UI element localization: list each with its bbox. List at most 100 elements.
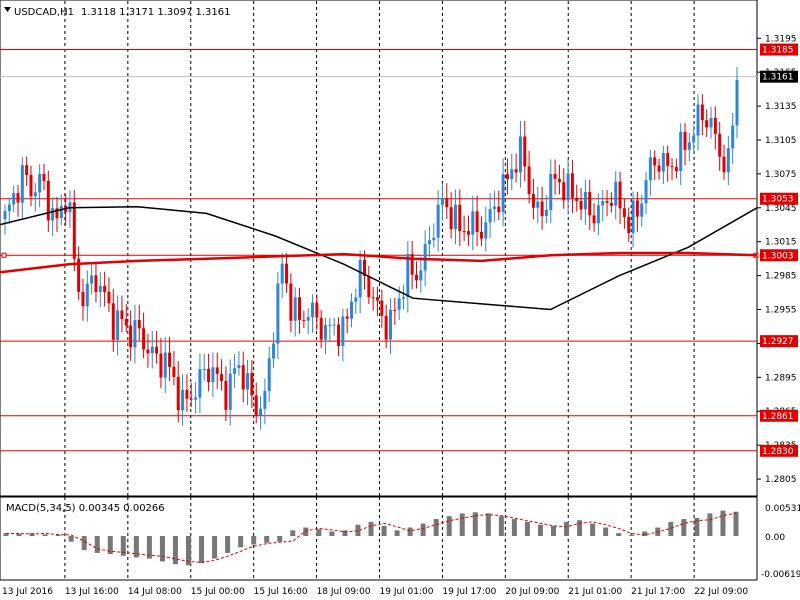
candle-body bbox=[731, 125, 735, 149]
candle-body bbox=[116, 310, 120, 340]
candle-body bbox=[562, 182, 566, 201]
candle-body bbox=[12, 193, 16, 205]
macd-bar bbox=[3, 533, 9, 536]
candle-body bbox=[700, 104, 704, 121]
candle-body bbox=[215, 367, 219, 374]
price-tag-bg bbox=[760, 444, 798, 457]
x-tick-label: 19 Jul 01:00 bbox=[380, 587, 434, 597]
candle-body bbox=[492, 206, 496, 210]
candle-body bbox=[575, 197, 579, 202]
candle-body bbox=[523, 136, 527, 167]
x-tick-label: 15 Jul 16:00 bbox=[254, 587, 308, 597]
candle-body bbox=[661, 152, 665, 172]
candle-body bbox=[393, 309, 397, 311]
candle-body bbox=[371, 297, 375, 299]
macd-bar bbox=[290, 530, 296, 536]
candle-body bbox=[332, 324, 336, 326]
macd-bar bbox=[433, 519, 439, 536]
candle-body bbox=[462, 231, 466, 233]
candle-body bbox=[440, 198, 444, 205]
candle-body bbox=[722, 156, 726, 173]
macd-bar bbox=[172, 536, 178, 565]
price-tag-bg bbox=[760, 70, 798, 83]
y-tick-label: 1.3075 bbox=[765, 170, 797, 180]
candle-body bbox=[207, 369, 211, 383]
x-tick-label: 21 Jul 01:00 bbox=[568, 587, 622, 597]
macd-bar bbox=[420, 523, 426, 536]
candle-body bbox=[81, 291, 85, 307]
y-tick-label: 1.3105 bbox=[765, 136, 797, 146]
candle-body bbox=[566, 173, 570, 201]
candle-body bbox=[471, 211, 475, 235]
candle-body bbox=[674, 166, 678, 172]
candle-body bbox=[202, 369, 206, 371]
candle-body bbox=[46, 180, 50, 221]
candle-body bbox=[306, 316, 310, 321]
candle-body bbox=[531, 194, 535, 208]
candle-body bbox=[384, 315, 388, 340]
candle-body bbox=[38, 173, 42, 193]
macd-bar bbox=[720, 510, 726, 536]
candle-body bbox=[120, 310, 124, 320]
candle-body bbox=[111, 303, 115, 340]
macd-bar bbox=[485, 513, 491, 536]
candle-body bbox=[427, 240, 431, 245]
vertical-grid bbox=[64, 1, 695, 580]
candle-body bbox=[640, 203, 644, 217]
x-tick-label: 19 Jul 17:00 bbox=[442, 587, 496, 597]
candle-body bbox=[579, 201, 583, 210]
candle-body bbox=[648, 157, 652, 181]
candle-body bbox=[514, 169, 518, 173]
y-tick-label: 1.3015 bbox=[765, 238, 797, 248]
candle-body bbox=[614, 181, 618, 206]
macd-bar bbox=[186, 536, 191, 566]
candle-body bbox=[696, 104, 700, 136]
candle-body bbox=[29, 174, 33, 197]
candle-body bbox=[692, 135, 696, 143]
candle-body bbox=[302, 319, 306, 321]
y-tick-label: 1.3135 bbox=[765, 102, 797, 112]
candle-body bbox=[267, 358, 271, 391]
triangle-down-icon[interactable] bbox=[4, 7, 11, 12]
candle-body bbox=[540, 201, 544, 217]
candle-body bbox=[401, 296, 405, 299]
macd-bar bbox=[616, 533, 622, 536]
candle-body bbox=[687, 142, 691, 150]
candle-body bbox=[475, 211, 479, 233]
candle-body bbox=[588, 192, 592, 216]
candle-body bbox=[33, 192, 37, 197]
candle-body bbox=[549, 173, 553, 210]
macd-bar bbox=[694, 517, 700, 536]
x-tick-label: 18 Jul 09:00 bbox=[317, 587, 371, 597]
candle-body bbox=[150, 346, 154, 354]
candle-body bbox=[350, 301, 354, 319]
candle-body bbox=[319, 317, 323, 340]
moving-average-black bbox=[0, 205, 758, 311]
macd-bar bbox=[55, 534, 61, 536]
price-tag: 1.3003 bbox=[762, 251, 794, 261]
macd-bar bbox=[394, 530, 400, 536]
candle-body bbox=[367, 275, 371, 298]
price-tag-bg bbox=[760, 249, 798, 262]
candle-body bbox=[272, 343, 276, 359]
moving-averages bbox=[0, 205, 758, 311]
macd-bar bbox=[16, 533, 22, 536]
candle-body bbox=[94, 275, 98, 292]
candle-body bbox=[536, 201, 540, 208]
candle-body bbox=[479, 232, 483, 239]
candle-body bbox=[635, 200, 639, 217]
candle-body bbox=[185, 389, 189, 399]
candle-body bbox=[423, 244, 427, 271]
macd-bar bbox=[120, 536, 126, 556]
candle-body bbox=[453, 204, 457, 230]
macd-bar bbox=[133, 536, 139, 558]
candle-body bbox=[410, 253, 414, 275]
y-tick-label: 1.2985 bbox=[765, 272, 797, 282]
price-tag: 1.2861 bbox=[762, 412, 794, 422]
macd-bar bbox=[524, 521, 530, 536]
candle-body bbox=[42, 173, 46, 181]
y-tick-label: 1.2805 bbox=[765, 475, 797, 485]
candle-body bbox=[544, 209, 548, 217]
candle-body bbox=[666, 152, 670, 166]
